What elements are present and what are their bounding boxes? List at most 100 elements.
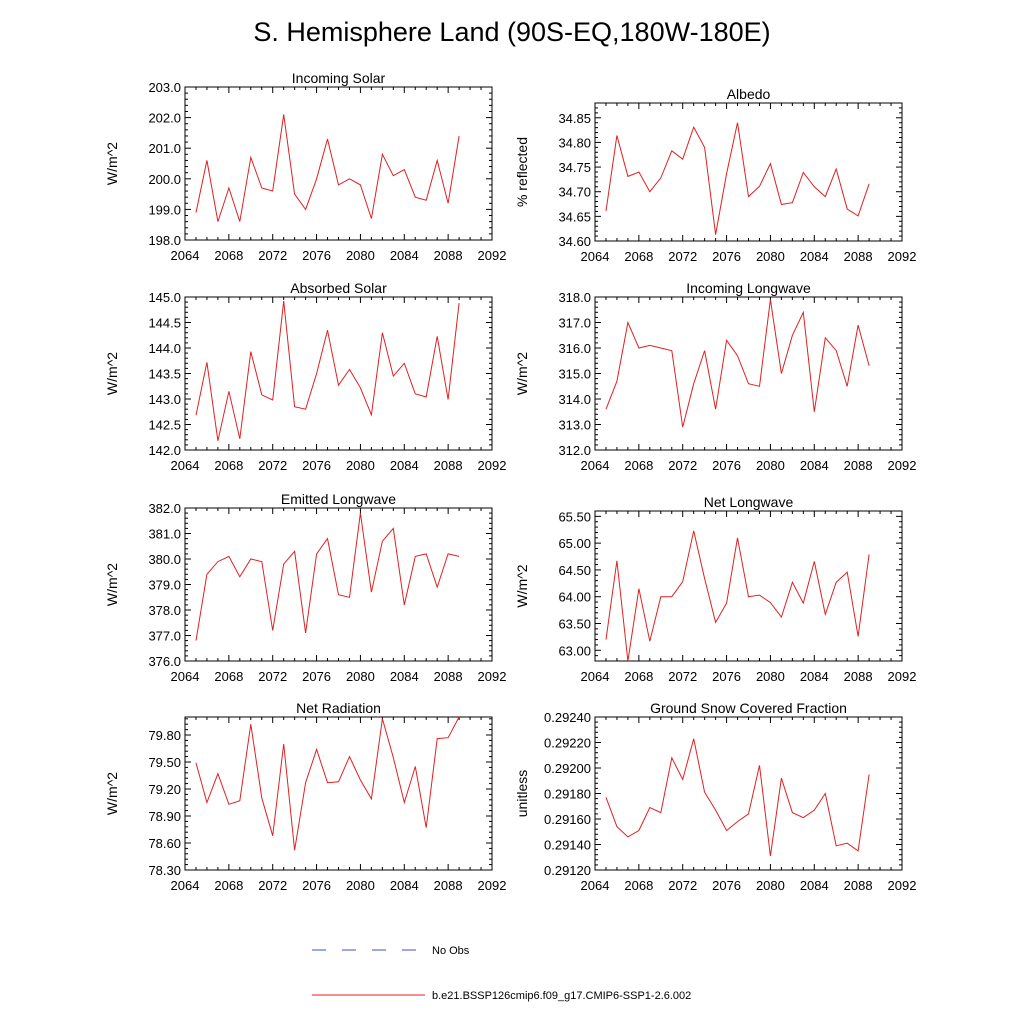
x-tick-label: 2064 [171, 458, 200, 473]
y-axis-label: unitless [514, 770, 530, 817]
panel-title: Absorbed Solar [290, 280, 387, 296]
y-tick-label: 64.00 [558, 590, 591, 605]
x-tick-label: 2092 [888, 669, 917, 684]
y-tick-label: 377.0 [148, 629, 181, 644]
y-tick-label: 314.0 [558, 392, 591, 407]
y-axis-label: W/m^2 [514, 564, 530, 607]
x-tick-label: 2084 [390, 458, 419, 473]
y-tick-label: 78.90 [148, 809, 181, 824]
y-tick-label: 312.0 [558, 443, 591, 458]
y-axis-label: W/m^2 [104, 563, 120, 606]
x-tick-label: 2076 [302, 669, 331, 684]
x-tick-label: 2068 [214, 878, 243, 893]
y-axis-label: W/m^2 [104, 142, 120, 185]
panel-emitted-longwave: 2064 2068 2072 2076 2080 2084 2088 2092 376.0 377… [104, 491, 506, 684]
y-tick-label: 0.29160 [544, 812, 591, 827]
y-tick-label: 0.29220 [544, 736, 591, 751]
y-tick-label: 144.0 [148, 341, 181, 356]
y-tick-label: 34.60 [558, 234, 591, 249]
x-tick-label: 2092 [888, 458, 917, 473]
y-tick-label: 378.0 [148, 603, 181, 618]
y-tick-label: 63.50 [558, 617, 591, 632]
x-tick-label: 2076 [712, 249, 741, 264]
x-tick-label: 2068 [214, 248, 243, 263]
plot-frame [594, 716, 903, 871]
x-tick-label: 2092 [888, 249, 917, 264]
x-tick-label: 2076 [302, 878, 331, 893]
x-tick-label: 2072 [258, 669, 287, 684]
x-tick-label: 2076 [302, 248, 331, 263]
panel-title: Albedo [727, 86, 771, 102]
series-line [195, 716, 460, 851]
x-tick-label: 2084 [390, 669, 419, 684]
panel-albedo: 2064 2068 2072 2076 2080 2084 2088 2092 34.60 34.… [514, 86, 916, 264]
y-axis-label: % reflected [514, 137, 530, 207]
x-tick-label: 2084 [800, 878, 829, 893]
y-tick-label: 0.29240 [544, 710, 591, 725]
x-tick-label: 2068 [624, 878, 653, 893]
y-tick-label: 0.29140 [544, 838, 591, 853]
x-tick-label: 2092 [888, 878, 917, 893]
x-tick-label: 2084 [800, 458, 829, 473]
x-tick-label: 2080 [346, 248, 375, 263]
plot-frame [594, 510, 903, 662]
panel-title: Ground Snow Covered Fraction [650, 700, 847, 716]
x-tick-label: 2072 [668, 249, 697, 264]
y-tick-label: 34.75 [558, 160, 591, 175]
figure-title: S. Hemisphere Land (90S-EQ,180W-180E) [253, 17, 770, 47]
panel-title: Net Longwave [704, 494, 794, 510]
plot-frame [184, 507, 493, 662]
series-line [605, 122, 870, 235]
x-tick-label: 2068 [214, 458, 243, 473]
y-tick-label: 202.0 [148, 111, 181, 126]
x-tick-label: 2064 [581, 458, 610, 473]
plot-frame [594, 296, 903, 451]
series-line [195, 114, 460, 222]
y-tick-label: 382.0 [148, 501, 181, 516]
y-tick-label: 376.0 [148, 654, 181, 669]
x-tick-label: 2064 [581, 878, 610, 893]
panel-title: Incoming Longwave [686, 280, 811, 296]
panel-title: Incoming Solar [292, 70, 386, 86]
x-tick-label: 2072 [258, 878, 287, 893]
y-axis-label: W/m^2 [104, 352, 120, 395]
y-tick-label: 79.80 [148, 728, 181, 743]
x-tick-label: 2088 [434, 248, 463, 263]
y-tick-label: 200.0 [148, 172, 181, 187]
x-tick-label: 2080 [346, 878, 375, 893]
panel-absorbed-solar: 2064 2068 2072 2076 2080 2084 2088 2092 142.0 142… [104, 280, 506, 473]
y-tick-label: 142.5 [148, 418, 181, 433]
y-tick-label: 0.29120 [544, 863, 591, 878]
panel-title: Emitted Longwave [281, 491, 396, 507]
y-tick-label: 315.0 [558, 367, 591, 382]
y-tick-label: 201.0 [148, 141, 181, 156]
y-tick-label: 79.50 [148, 755, 181, 770]
x-tick-label: 2064 [171, 669, 200, 684]
y-tick-label: 318.0 [558, 290, 591, 305]
series-line [605, 738, 870, 857]
y-tick-label: 380.0 [148, 552, 181, 567]
x-tick-label: 2088 [844, 878, 873, 893]
y-tick-label: 0.29200 [544, 761, 591, 776]
y-tick-label: 379.0 [148, 578, 181, 593]
plot-frame [184, 716, 493, 871]
x-tick-label: 2080 [756, 458, 785, 473]
x-tick-label: 2064 [171, 248, 200, 263]
y-tick-label: 198.0 [148, 233, 181, 248]
series-line [605, 530, 870, 662]
x-tick-label: 2080 [756, 249, 785, 264]
x-tick-label: 2076 [712, 878, 741, 893]
y-tick-label: 142.0 [148, 443, 181, 458]
y-tick-label: 65.00 [558, 536, 591, 551]
x-tick-label: 2064 [171, 878, 200, 893]
x-tick-label: 2068 [624, 669, 653, 684]
y-tick-label: 34.80 [558, 135, 591, 150]
y-tick-label: 144.5 [148, 316, 181, 331]
y-tick-label: 199.0 [148, 202, 181, 217]
x-tick-label: 2088 [844, 458, 873, 473]
y-tick-label: 78.60 [148, 836, 181, 851]
plot-frame [594, 102, 903, 242]
panel-title: Net Radiation [296, 700, 381, 716]
legend: No Obs b.e21.BSSP126cmip6.f09_g17.CMIP6-… [312, 945, 691, 1002]
